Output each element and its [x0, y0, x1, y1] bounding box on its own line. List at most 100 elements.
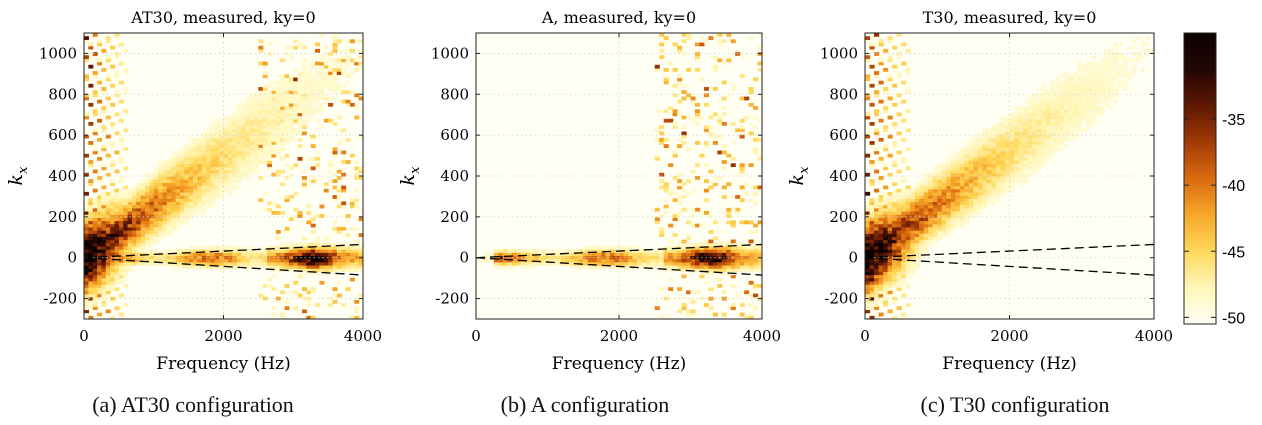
heatmap-cell [249, 252, 255, 257]
heatmap-cell [1077, 115, 1083, 120]
heatmap-cell [288, 252, 294, 257]
heatmap-cell [262, 258, 268, 263]
heatmap-cell [105, 58, 111, 63]
heatmap-cell [240, 125, 246, 129]
heatmap-cell [288, 131, 294, 136]
heatmap-cell [883, 293, 889, 298]
heatmap-cell [345, 242, 351, 247]
heatmap-cell [663, 188, 669, 193]
y-tick-label: -200 [43, 290, 77, 308]
heatmap-cell [977, 191, 984, 196]
heatmap-cell [874, 131, 880, 136]
heatmap-cell [1004, 150, 1011, 155]
heatmap-cell [672, 198, 678, 203]
heatmap-cell [284, 102, 290, 107]
heatmap-cell [1086, 80, 1092, 85]
heatmap-cell [878, 223, 884, 228]
heatmap-cell [1108, 77, 1114, 82]
heatmap-cell [88, 64, 94, 69]
heatmap-cell [149, 258, 155, 263]
heatmap-cell [905, 147, 911, 152]
heatmap-cell [214, 191, 220, 196]
heatmap-cell [869, 261, 875, 266]
heatmap-cell [892, 163, 898, 168]
heatmap-cell [1126, 58, 1133, 63]
heatmap-cell [162, 230, 168, 234]
heatmap-cell [1032, 102, 1038, 107]
y-tick-label: 0 [848, 249, 858, 267]
heatmap-cell [310, 223, 316, 228]
heatmap-cell [1050, 80, 1056, 85]
heatmap-cell [883, 109, 889, 114]
heatmap-cell [192, 150, 198, 155]
heatmap-cell [901, 191, 907, 196]
heatmap-cell [910, 264, 916, 269]
heatmap-cell [110, 160, 116, 164]
heatmap-cell [1050, 93, 1056, 98]
heatmap-cell [328, 303, 334, 307]
heatmap-cell [275, 102, 281, 107]
heatmap-cell [1009, 150, 1015, 155]
heatmap-cell [914, 261, 920, 266]
heatmap-cell [288, 74, 294, 79]
heatmap-cell [874, 255, 880, 260]
heatmap-cell [101, 236, 107, 241]
heatmap-cell [349, 58, 355, 63]
heatmap-cell [297, 242, 303, 247]
heatmap-cell [158, 195, 164, 199]
heatmap-cell [175, 153, 181, 158]
heatmap-cell [179, 220, 185, 225]
heatmap-cell [262, 207, 268, 212]
heatmap-cell [110, 226, 116, 231]
heatmap-cell [332, 242, 338, 247]
heatmap-cell [892, 242, 898, 247]
heatmap-cell [332, 58, 338, 63]
heatmap-cell [258, 153, 264, 158]
heatmap-cell [179, 153, 185, 158]
heatmap-cell [883, 223, 889, 228]
heatmap-cell [672, 191, 678, 196]
heatmap-cell [258, 156, 264, 161]
heatmap-cell [919, 182, 925, 187]
heatmap-cell [105, 39, 111, 44]
heatmap-cell [928, 198, 934, 203]
heatmap-cell [905, 284, 911, 288]
heatmap-cell [206, 182, 212, 187]
heatmap-cell [105, 309, 111, 314]
heatmap-cell [214, 163, 220, 168]
heatmap-cell [525, 264, 531, 269]
heatmap-cell [1014, 141, 1020, 145]
heatmap-cell [114, 188, 120, 193]
heatmap-cell [123, 245, 129, 250]
heatmap-cell [1072, 128, 1078, 133]
heatmap-cell [1077, 64, 1083, 69]
heatmap-cell [105, 284, 111, 288]
heatmap-cell [1036, 144, 1042, 148]
heatmap-cell [192, 261, 198, 266]
heatmap-cell [869, 45, 875, 50]
heatmap-cell [236, 125, 242, 129]
heatmap-cell [197, 210, 203, 215]
heatmap-cell [1014, 134, 1020, 139]
heatmap-cell [686, 261, 692, 266]
heatmap-cell [84, 306, 89, 311]
heatmap-cell [1131, 52, 1137, 56]
heatmap-cell [223, 176, 229, 180]
heatmap-cell [101, 287, 107, 291]
heatmap-cell [941, 182, 947, 187]
heatmap-cell [267, 96, 273, 101]
heatmap-cell [315, 255, 321, 260]
heatmap-cell [502, 264, 508, 269]
heatmap-cell [162, 169, 168, 174]
heatmap-cell [262, 118, 268, 123]
heatmap-cell [188, 264, 194, 269]
heatmap-cell [175, 220, 181, 225]
heatmap-cell [332, 87, 338, 91]
heatmap-cell [905, 236, 911, 241]
heatmap-cell [950, 220, 956, 225]
heatmap-cell [114, 245, 120, 250]
heatmap-cell [937, 166, 943, 171]
heatmap-cell [97, 137, 103, 142]
heatmap-cell [192, 172, 198, 177]
heatmap-cell [869, 249, 875, 253]
